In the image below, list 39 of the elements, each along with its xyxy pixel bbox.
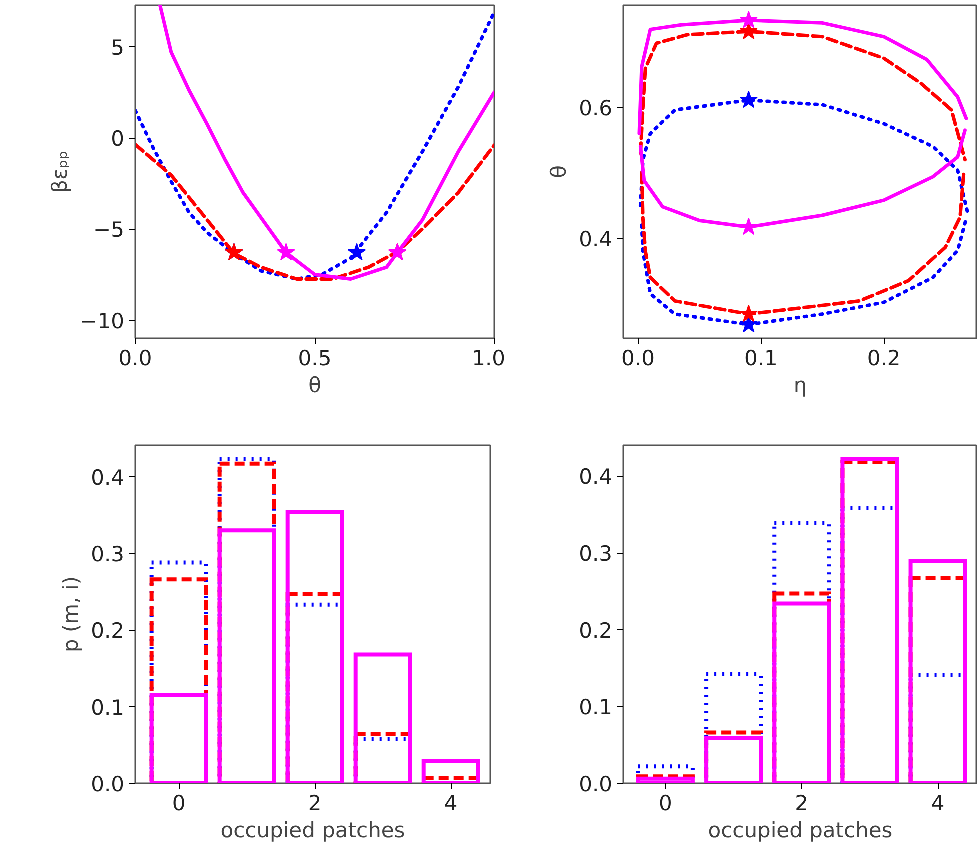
x-tick-label: 4 — [444, 792, 458, 816]
x-tick-label: 0.1 — [744, 346, 778, 370]
y-tick-label: 0.3 — [91, 542, 125, 567]
line-series — [136, 143, 494, 282]
point — [740, 218, 758, 236]
x-tick-label: 0.2 — [867, 346, 901, 370]
x-axis-title: occupied patches — [220, 818, 406, 842]
y-axis-title: βεₚₚ — [48, 150, 72, 194]
y-tick-label: 0.4 — [91, 466, 125, 490]
y-tick-label: 0.1 — [91, 696, 125, 720]
x-tick-label: 0.5 — [298, 346, 332, 370]
y-tick-label: 0.2 — [579, 618, 613, 643]
x-tick-label: 2 — [308, 792, 322, 816]
y-tick-label: 0 — [111, 127, 125, 152]
y-tick-label: −10 — [80, 309, 125, 334]
x-axis-title: θ — [308, 374, 322, 398]
y-tick-label: 0.2 — [91, 619, 125, 644]
y-tick-label: 5 — [111, 36, 125, 60]
y-tick-label: −5 — [94, 218, 125, 242]
y-axis-title: p (m, i) — [59, 576, 84, 653]
x-axis-title: η — [794, 374, 808, 398]
x-tick-label: 0 — [172, 792, 186, 816]
x-tick-label: 1.0 — [472, 346, 506, 370]
x-tick-label: 4 — [931, 792, 945, 816]
y-tick-label: 0.0 — [579, 772, 613, 796]
y-tick-label: 0.4 — [579, 465, 613, 490]
x-tick-label: 0 — [659, 792, 672, 816]
x-tick-label: 2 — [795, 792, 809, 816]
x-tick-label: 0.0 — [622, 346, 655, 370]
y-tick-label: 0.0 — [91, 772, 125, 796]
y-tick-label: 0.6 — [579, 96, 613, 121]
y-tick-label: 0.1 — [579, 696, 613, 720]
y-tick-label: 0.4 — [579, 227, 613, 252]
x-axis-title: occupied patches — [708, 818, 893, 842]
point — [740, 90, 758, 108]
y-tick-label: 0.3 — [579, 542, 613, 566]
point — [740, 304, 758, 322]
point — [740, 11, 758, 28]
y-axis-title: θ — [547, 166, 572, 178]
